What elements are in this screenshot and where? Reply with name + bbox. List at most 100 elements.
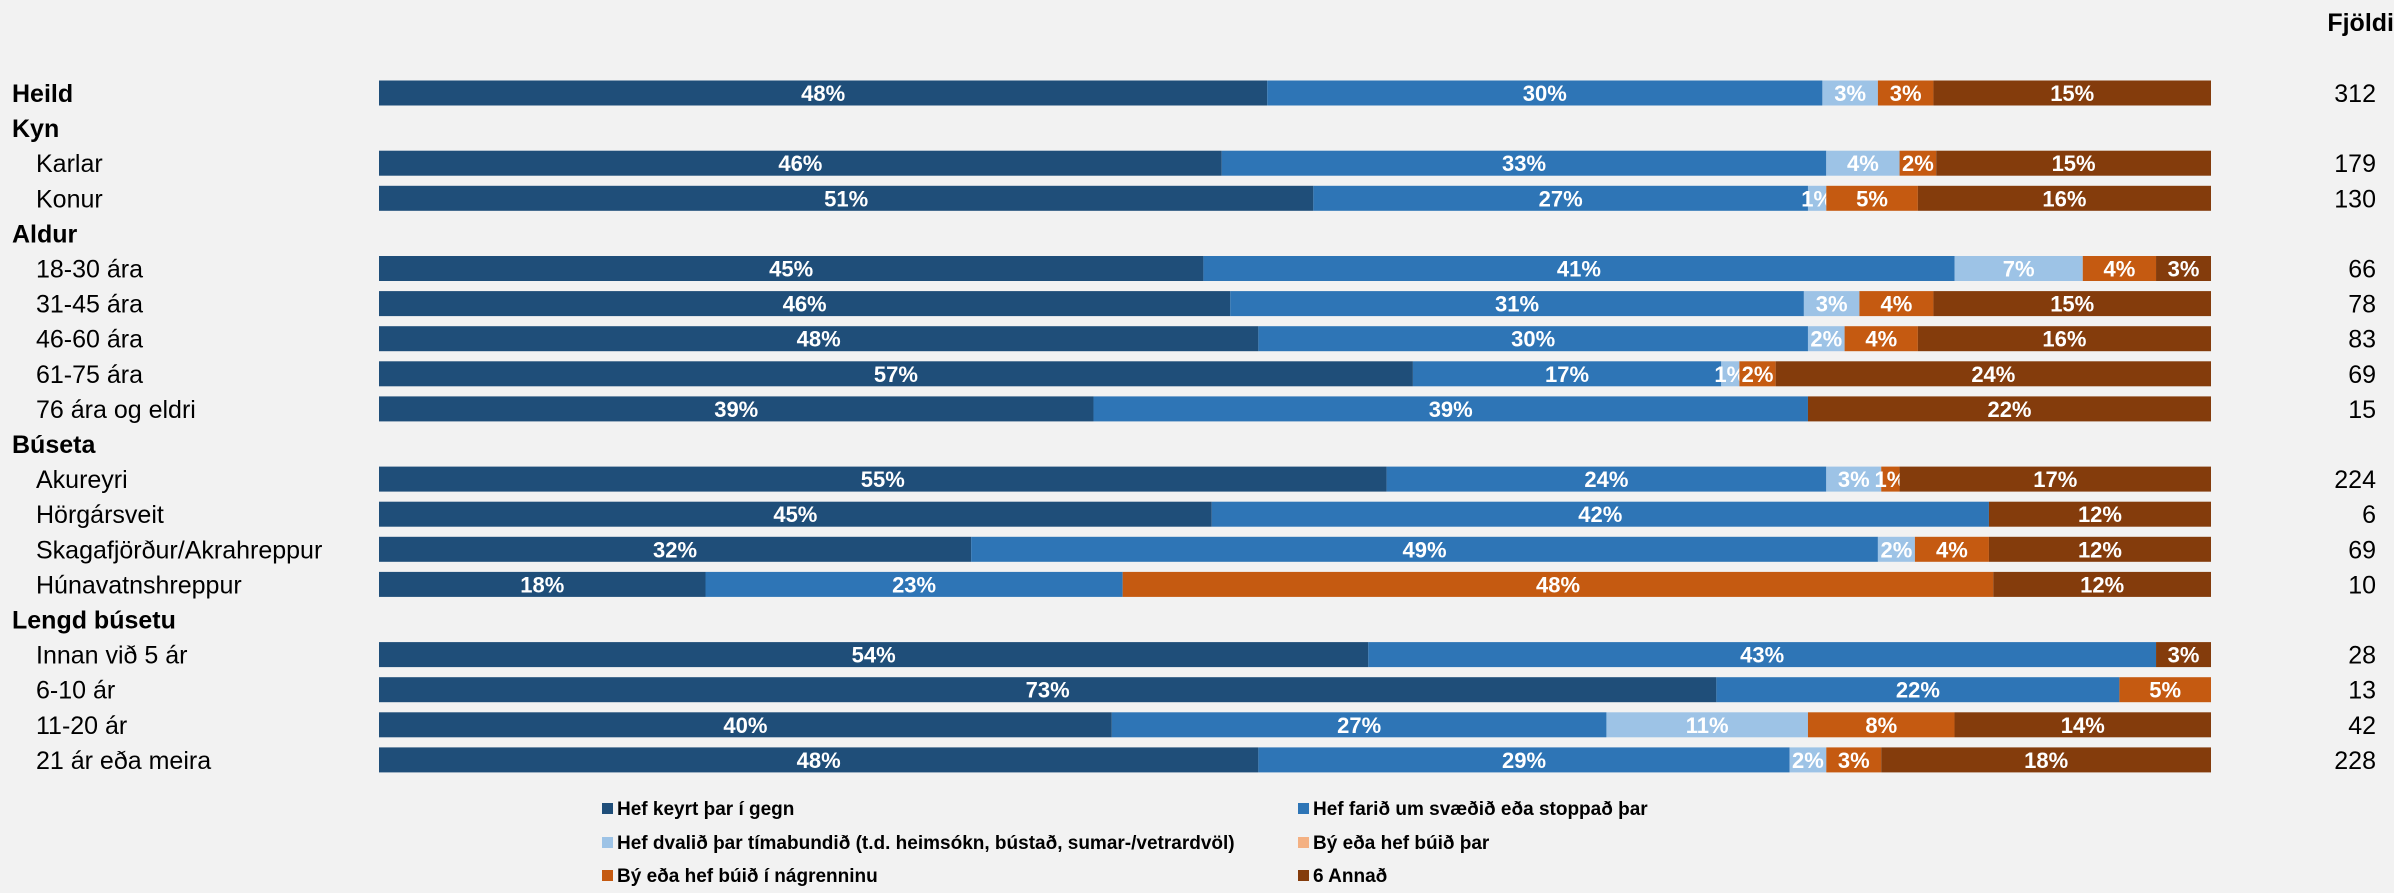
bar-segment [379,80,1268,106]
bar-value-label: 4% [1881,292,1913,317]
legend-label: Hef farið um svæðið eða stoppað þar [1313,799,1648,820]
legend-swatch [1298,803,1309,814]
bar-value-label: 15% [2050,292,2094,317]
bar-segment [2119,677,2211,703]
count-value: 10 [2348,571,2376,599]
bar-segment [1899,466,2211,492]
bar-segment [1739,361,1776,387]
bar-segment [2156,642,2211,668]
legend-label: Hef keyrt þar í gegn [617,799,794,820]
bar-value-label: 2% [1810,327,1842,352]
bar-value-label: 29% [1502,748,1546,773]
bar-value-label: 40% [723,713,767,738]
bar-value-label: 17% [2033,467,2077,492]
bar-value-label: 42% [1578,502,1622,527]
bar-value-label: 14% [2061,713,2105,738]
bar-segment [1954,712,2211,738]
bar-segment [1313,185,1808,211]
bar-value-label: 18% [520,572,564,597]
row-group-header: Kyn [12,115,59,143]
row-label: 21 ár eða meira [36,747,211,775]
row-label: Innan við 5 ár [36,642,188,670]
bar-segment [379,291,1231,317]
bar-segment [1807,185,1827,211]
bar-segment [1859,291,1934,317]
bar-value-label: 3% [1890,81,1922,106]
bar-value-label: 8% [1865,713,1897,738]
bar-segment [379,326,1259,352]
row-label: 61-75 ára [36,361,143,389]
legend-label: 6 Annað [1313,866,1387,887]
bar-value-label: 27% [1539,186,1583,211]
bar-value-label: 22% [1987,397,2031,422]
bar-value-label: 4% [1936,537,1968,562]
legend-label: Bý eða hef búið í nágrenninu [617,866,878,887]
bar-value-label: 54% [852,643,896,668]
bar-value-label: 17% [1545,362,1589,387]
bar-value-label: 12% [2078,502,2122,527]
bar-segment [379,256,1204,281]
bar-segment [379,185,1314,211]
bar-segment [1258,747,1790,773]
bar-value-label: 48% [797,327,841,352]
count-value: 15 [2348,396,2376,424]
count-value: 66 [2348,256,2376,284]
bar-value-label: 4% [1847,151,1879,176]
bar-segment [1111,712,1607,738]
bar-segment [379,536,972,562]
row-label: 18-30 ára [36,256,143,284]
bar-segment [1775,361,2211,387]
bar-segment [1826,150,1900,176]
bar-segment [2082,256,2157,281]
bar-value-label: 49% [1403,537,1447,562]
bar-value-label: 48% [797,748,841,773]
bar-segment [1203,256,1955,281]
count-column-header: Fjöldi [2327,9,2394,37]
bar-segment [1221,150,1827,176]
count-value: 28 [2348,642,2376,670]
row-label: 31-45 ára [36,291,143,319]
bar-segment [1936,150,2211,176]
count-value: 312 [2334,80,2376,108]
bar-value-label: 24% [1971,362,2015,387]
bar-segment [1826,747,1882,773]
bar-value-label: 2% [1792,748,1824,773]
bar-segment [1993,571,2211,597]
bar-value-label: 57% [874,362,918,387]
row-label: Skagafjörður/Akrahreppur [36,536,322,564]
bar-segment [1988,501,2211,527]
bar-segment [1877,536,1915,562]
bar-segment [971,536,1878,562]
row-label: Konur [36,185,103,213]
bar-value-label: 5% [2149,678,2181,703]
legend-swatch [602,803,613,814]
bar-segment [1954,256,2083,281]
bar-segment [1899,150,1937,176]
row-label: Karlar [36,150,103,178]
bar-value-label: 22% [1896,678,1940,703]
bar-value-label: 2% [1881,537,1913,562]
bar-segment [1917,326,2211,352]
row-label: 76 ára og eldri [36,396,196,424]
bar-segment [1721,361,1740,387]
bar-segment [1807,326,1845,352]
bar-segment [379,677,1717,703]
bar-value-label: 55% [861,467,905,492]
bar-value-label: 48% [801,81,845,106]
bar-segment [1933,80,2211,106]
bar-value-label: 43% [1740,643,1784,668]
chart-rows: Heild 48% 30% 3% 3% 15% 312 Kyn Karlar 46% 33% 4% 2%… [12,80,2376,775]
bar-segment [1807,396,2211,422]
bar-segment [1412,361,1722,387]
bar-segment [1826,185,1918,211]
legend-swatch [1298,870,1309,881]
bar-value-label: 24% [1584,467,1628,492]
bar-value-label: 31% [1495,292,1539,317]
count-value: 6 [2362,501,2376,529]
row-label: Hörgársveit [36,501,164,529]
bar-value-label: 12% [2080,572,2124,597]
bar-segment [1877,80,1934,106]
bar-segment [1211,501,1989,527]
bar-value-label: 5% [1856,186,1888,211]
bar-segment [379,396,1094,422]
